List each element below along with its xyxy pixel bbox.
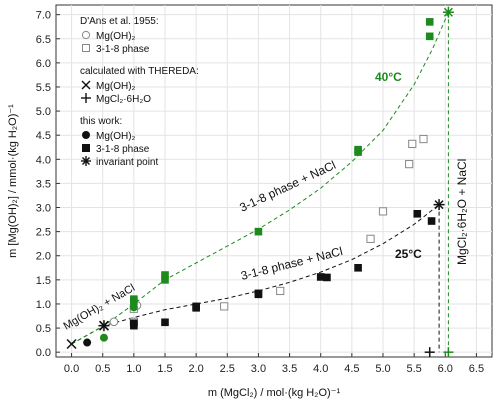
y-tick-label: 7.0: [36, 10, 51, 22]
curve-25-c-fit: [71, 204, 440, 345]
x-tick-label: 4.5: [344, 363, 359, 375]
data-point-filled-square: [354, 145, 362, 154]
data-point-filled-square: [425, 32, 434, 41]
legend-item-thereda-mgoh: Mg(OH)₂: [96, 81, 136, 92]
data-point-filled-square: [161, 318, 169, 327]
x-tick-label: 4.0: [313, 363, 328, 375]
data-point-filled-square: [254, 227, 263, 236]
data-point-filled-square: [316, 273, 325, 281]
y-tick-label: 2.5: [36, 227, 51, 239]
y-tick-label: 3.0: [36, 203, 51, 215]
data-point-x: [98, 320, 109, 331]
y-tick-label: 6.0: [36, 58, 51, 70]
data-point-open-square: [408, 139, 417, 148]
x-tick-label: 0.5: [95, 363, 110, 375]
data-point-filled-square: [254, 289, 263, 298]
data-point-filled-square: [130, 319, 138, 328]
y-tick-label: 5.0: [36, 106, 51, 118]
legend-item-thiswork-318: 3-1-8 phase: [96, 144, 150, 155]
data-point-open-square: [405, 160, 414, 169]
data-point-filled-square: [425, 18, 434, 26]
data-point-open-square: [366, 234, 375, 243]
plot-frame: [55, 4, 493, 358]
x-tick-labels: 0.0 0.5 1.0 1.5 2.0 2.5 3.0 3.5 4.0 4.5 5.0 5.5 6.0 6…: [64, 363, 484, 375]
y-tick-label: 1.0: [36, 299, 51, 311]
y-tick-label: 0.0: [36, 347, 51, 359]
data-point-open-square: [419, 134, 428, 144]
data-point-filled-circle: [83, 338, 92, 347]
y-tick-label: 1.5: [36, 275, 51, 287]
data-point-filled-circle: [99, 333, 108, 342]
legend-marker-dans-mgoh: [81, 30, 91, 40]
data-point-filled-square: [354, 263, 362, 272]
data-point-filled-square: [413, 209, 422, 218]
data-point-open-square: [276, 286, 285, 296]
data-point-open-square: [220, 302, 229, 311]
data-point-plus: [443, 347, 454, 358]
annotation-25c: 25°C: [395, 247, 422, 261]
y-axis-label: m [Mg(OH)₂] / mmol·(kg H₂O)⁻¹: [7, 104, 19, 258]
legend-item-thiswork-mgoh: Mg(OH)₂: [96, 131, 136, 142]
data-point-plus: [424, 347, 435, 358]
data-point-filled-square: [323, 273, 331, 282]
data-point-open-circle: [109, 317, 119, 327]
legend-item-dans-mgoh: Mg(OH)₂: [96, 31, 136, 42]
x-tick-label: 1.5: [157, 363, 172, 375]
data-point-filled-square: [161, 271, 169, 279]
x-tick-label: 2.5: [220, 363, 235, 375]
legend-title-dans: D'Ans et al. 1955:: [80, 16, 159, 27]
y-tick-labels: 0.0 0.5 1.0 1.5 2.0 2.5 3.0 3.5 4.0 4.5 5.0 5.5 6.0 6…: [36, 10, 51, 360]
data-point-asterisk: [442, 6, 454, 18]
y-tick-label: 3.5: [36, 178, 51, 190]
x-tick-label: 6.5: [469, 363, 484, 375]
x-tick-label: 5.0: [375, 363, 390, 375]
curve-40-c-fit: [71, 12, 449, 345]
annotation-vertical: MgCl₂·6H₂O + NaCl: [455, 159, 469, 265]
data-point-filled-square: [192, 302, 200, 311]
data-point-filled-square: [161, 276, 169, 284]
y-tick-label: 6.5: [36, 34, 51, 46]
annotation-40c: 40°C: [375, 70, 402, 84]
legend-title-thiswork: this work:: [80, 116, 122, 127]
legend-marker-thiswork-mgoh: [82, 131, 90, 139]
y-tick-label: 2.0: [36, 251, 51, 263]
y-tick-label: 0.5: [36, 323, 51, 335]
legend-marker-thereda-mgoh: [81, 80, 91, 90]
y-tick-label: 4.0: [36, 154, 51, 166]
x-tick-label: 3.5: [282, 363, 297, 375]
x-tick-label: 2.0: [188, 363, 203, 375]
legend: D'Ans et al. 1955: Mg(OH)₂ 3-1-8 phase c…: [80, 16, 199, 168]
legend-item-dans-318: 3-1-8 phase: [96, 44, 150, 55]
legend-item-thiswork-invariant: invariant point: [96, 157, 158, 168]
x-tick-label: 6.0: [438, 363, 453, 375]
grid: [56, 5, 492, 357]
data-point-asterisk: [433, 199, 445, 211]
legend-marker-thiswork-318: [82, 144, 90, 152]
y-tick-label: 4.5: [36, 130, 51, 142]
legend-title-thereda: calculated with THEREDA:: [80, 66, 199, 77]
legend-marker-dans-318: [82, 44, 90, 52]
legend-marker-thereda-mgcl: [81, 93, 91, 103]
data-markers: [66, 6, 454, 358]
data-point-open-square: [378, 207, 388, 216]
x-tick-label: 1.0: [126, 363, 141, 375]
data-point-filled-square: [130, 295, 138, 303]
data-point-filled-square: [427, 217, 436, 225]
x-axis-label: m (MgCl₂) / mol·(kg H₂O)⁻¹: [208, 387, 341, 399]
x-tick-label: 3.0: [251, 363, 266, 375]
x-tick-label: 0.0: [64, 363, 79, 375]
y-tick-label: 5.5: [36, 82, 51, 94]
fit-curves: [71, 12, 449, 353]
legend-marker-thiswork-invariant: [81, 156, 91, 166]
x-tick-label: 5.5: [406, 363, 421, 375]
data-point-x: [66, 338, 77, 350]
legend-item-thereda-mgcl: MgCl₂·6H₂O: [96, 94, 151, 105]
